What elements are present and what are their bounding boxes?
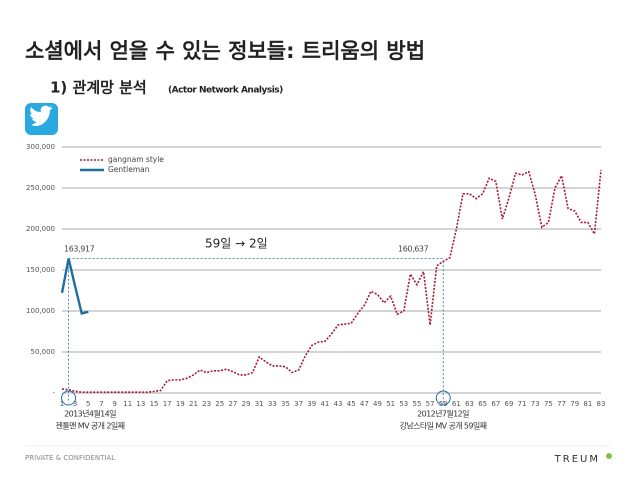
x-tick-label: 69 (505, 400, 514, 408)
x-tick-label: 29 (242, 400, 251, 408)
y-tick-label: 150,000 (26, 266, 55, 274)
x-tick-label: 53 (399, 400, 408, 408)
annotation: 젠틀맨 MV 공개 2일째 (56, 421, 125, 431)
x-tick-label: 81 (583, 400, 592, 408)
twitter-icon (25, 103, 58, 135)
x-tick-label: 33 (268, 400, 277, 408)
x-tick-label: 71 (518, 400, 527, 408)
annotation: 강남스타일 MV 공개 59일째 (400, 421, 487, 431)
x-tick-label: 31 (255, 400, 264, 408)
x-tick-label: 59 (439, 400, 448, 408)
x-tick-label: 79 (570, 400, 579, 408)
logo-mark (606, 453, 612, 459)
subtitle-note: (Actor Network Analysis) (168, 86, 283, 96)
x-tick-label: 1 (60, 400, 64, 408)
y-tick-label: 200,000 (26, 225, 55, 233)
x-tick-label: 19 (176, 400, 185, 408)
legend-label: Gentleman (108, 165, 150, 174)
x-tick-label: 21 (189, 400, 198, 408)
x-tick-label: 61 (452, 400, 461, 408)
highlight-circle (435, 390, 451, 406)
x-tick-label: 55 (412, 400, 421, 408)
x-tick-label: 65 (478, 400, 487, 408)
x-tick-label: 51 (386, 400, 395, 408)
x-tick-label: 67 (491, 400, 500, 408)
y-tick-label: 300,000 (26, 143, 55, 151)
x-tick-label: 11 (123, 400, 132, 408)
annotation: 2013년4월14일 (64, 409, 116, 419)
logo: TREUM (554, 454, 600, 465)
x-tick-label: 17 (163, 400, 172, 408)
x-tick-label: 49 (373, 400, 382, 408)
y-tick-label: - (52, 389, 55, 397)
x-tick-label: 47 (360, 400, 369, 408)
annotation: 163,917 (64, 245, 95, 254)
x-tick-label: 75 (544, 400, 553, 408)
x-tick-label: 3 (73, 400, 77, 408)
slide-title: 소셜에서 얻을 수 있는 정보들: 트리움의 방법 (25, 39, 425, 63)
series-line (61, 169, 602, 393)
x-tick-label: 13 (136, 400, 145, 408)
x-tick-label: 41 (320, 400, 329, 408)
x-tick-label: 77 (557, 400, 566, 408)
x-tick-label: 57 (426, 400, 435, 408)
y-tick-label: 100,000 (26, 307, 55, 315)
legend-label: gangnam style (108, 155, 164, 164)
x-tick-label: 83 (597, 400, 606, 408)
x-tick-label: 7 (99, 400, 103, 408)
y-tick-label: 250,000 (26, 184, 55, 192)
footer: PRIVATE & CONFIDENTIAL (25, 454, 115, 462)
highlight-circle (61, 390, 77, 406)
annotation: 160,637 (398, 245, 429, 254)
x-tick-label: 43 (334, 400, 343, 408)
x-tick-label: 9 (112, 400, 116, 408)
x-tick-label: 37 (294, 400, 303, 408)
annotation: 2012년7월12일 (417, 409, 469, 419)
x-tick-label: 27 (228, 400, 237, 408)
subtitle: 1) 관계망 분석 (50, 79, 147, 97)
y-tick-label: 50,000 (31, 348, 56, 356)
x-tick-label: 35 (281, 400, 290, 408)
x-tick-label: 25 (215, 400, 224, 408)
x-tick-label: 63 (465, 400, 474, 408)
x-tick-label: 39 (307, 400, 316, 408)
x-tick-label: 15 (150, 400, 159, 408)
x-tick-label: 23 (202, 400, 211, 408)
x-tick-label: 45 (347, 400, 356, 408)
x-tick-label: 73 (531, 400, 540, 408)
series-line (60, 258, 89, 315)
annotation: 59일 → 2일 (205, 237, 268, 251)
x-tick-label: 5 (86, 400, 90, 408)
